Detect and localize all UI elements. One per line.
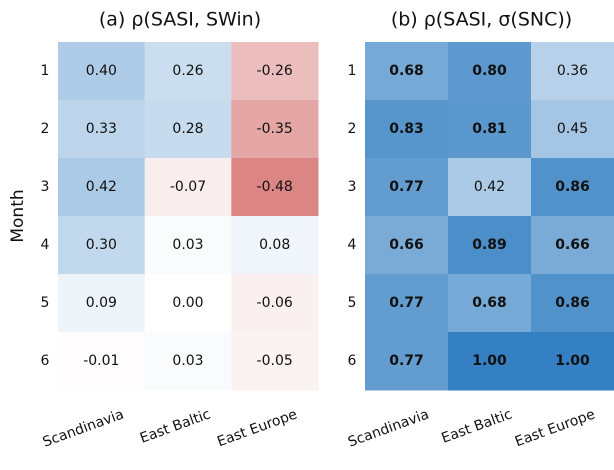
y-tick-label: 6 <box>348 353 357 369</box>
cell-label: 0.03 <box>172 237 203 253</box>
cell <box>144 100 232 159</box>
cell <box>58 42 146 101</box>
cell <box>144 42 232 101</box>
cell-label: 0.77 <box>389 179 424 195</box>
cell <box>231 274 319 333</box>
cell <box>365 216 449 275</box>
cell-label: 0.09 <box>86 295 117 311</box>
cell <box>58 100 146 159</box>
cell <box>365 158 449 217</box>
cell <box>144 274 232 333</box>
cell-label: 0.03 <box>172 353 203 369</box>
cell-label: 0.83 <box>389 121 424 137</box>
cell <box>448 274 532 333</box>
y-tick-label: 3 <box>348 179 357 195</box>
cell-label: 0.68 <box>389 63 424 79</box>
cell <box>531 42 614 101</box>
y-tick-label: 4 <box>41 237 50 253</box>
cell-label: 0.26 <box>172 63 203 79</box>
y-tick-label: 4 <box>348 237 357 253</box>
cell-label: 0.42 <box>474 179 505 195</box>
cell-label: 0.86 <box>555 295 590 311</box>
cell-label: 0.68 <box>472 295 507 311</box>
cell <box>365 274 449 333</box>
cell-label: 0.28 <box>172 121 203 137</box>
cell <box>144 332 232 391</box>
cell-label: 1.00 <box>472 353 507 369</box>
cell <box>365 332 449 391</box>
cell <box>231 332 319 391</box>
cell <box>531 274 614 333</box>
y-tick-label: 2 <box>41 121 50 137</box>
cell <box>231 42 319 101</box>
cell <box>448 158 532 217</box>
cell-label: 0.81 <box>472 121 507 137</box>
panel-title: (b) ρ(SASI, σ(SNC)) <box>391 9 572 31</box>
cell-label: 0.80 <box>472 63 507 79</box>
cell-label: -0.07 <box>170 179 206 195</box>
cell <box>144 158 232 217</box>
y-tick-label: 1 <box>348 63 357 79</box>
cell-label: 0.30 <box>86 237 117 253</box>
y-tick-label: 1 <box>41 63 50 79</box>
cell <box>531 158 614 217</box>
cell <box>58 158 146 217</box>
cell <box>531 332 614 391</box>
y-axis-label: Month <box>8 189 28 242</box>
cell-label: 0.77 <box>389 353 424 369</box>
y-tick-label: 2 <box>348 121 357 137</box>
cell-label: 0.86 <box>555 179 590 195</box>
cell <box>58 332 146 391</box>
cell-label: 0.08 <box>259 237 290 253</box>
cell-label: 0.36 <box>557 63 588 79</box>
cell-label: 1.00 <box>555 353 590 369</box>
cell <box>58 216 146 275</box>
cell <box>365 100 449 159</box>
cell <box>144 216 232 275</box>
cell-label: -0.06 <box>257 295 293 311</box>
cell <box>58 274 146 333</box>
x-tick-label: East Europe <box>215 406 299 450</box>
cell-label: 0.40 <box>86 63 117 79</box>
x-tick-label: East Baltic <box>439 406 514 446</box>
cell-label: -0.26 <box>257 63 293 79</box>
cell <box>531 100 614 159</box>
x-tick-label: Scandinavia <box>41 406 126 450</box>
cell-label: 0.45 <box>557 121 588 137</box>
cell-label: -0.35 <box>257 121 293 137</box>
cell-label: 0.66 <box>389 237 424 253</box>
cell <box>231 158 319 217</box>
y-tick-label: 5 <box>348 295 357 311</box>
cell-label: 0.89 <box>472 237 507 253</box>
cell-label: 0.42 <box>86 179 117 195</box>
cell <box>448 332 532 391</box>
cell-label: 0.66 <box>555 237 590 253</box>
cell-label: -0.48 <box>257 179 293 195</box>
cell <box>448 100 532 159</box>
y-tick-label: 6 <box>41 353 50 369</box>
cell <box>365 42 449 101</box>
cell-label: 0.00 <box>172 295 203 311</box>
cell <box>448 42 532 101</box>
cell-label: 0.77 <box>389 295 424 311</box>
cell-label: -0.01 <box>83 353 119 369</box>
cell-label: -0.05 <box>257 353 293 369</box>
y-tick-label: 5 <box>41 295 50 311</box>
y-tick-label: 3 <box>41 179 50 195</box>
panel-title: (a) ρ(SASI, SWin) <box>99 9 261 31</box>
x-tick-label: East Baltic <box>138 406 213 446</box>
cell <box>231 216 319 275</box>
cell-label: 0.33 <box>86 121 117 137</box>
x-tick-label: Scandinavia <box>346 406 431 450</box>
x-tick-label: East Europe <box>513 406 597 450</box>
cell <box>448 216 532 275</box>
cell <box>231 100 319 159</box>
cell <box>531 216 614 275</box>
